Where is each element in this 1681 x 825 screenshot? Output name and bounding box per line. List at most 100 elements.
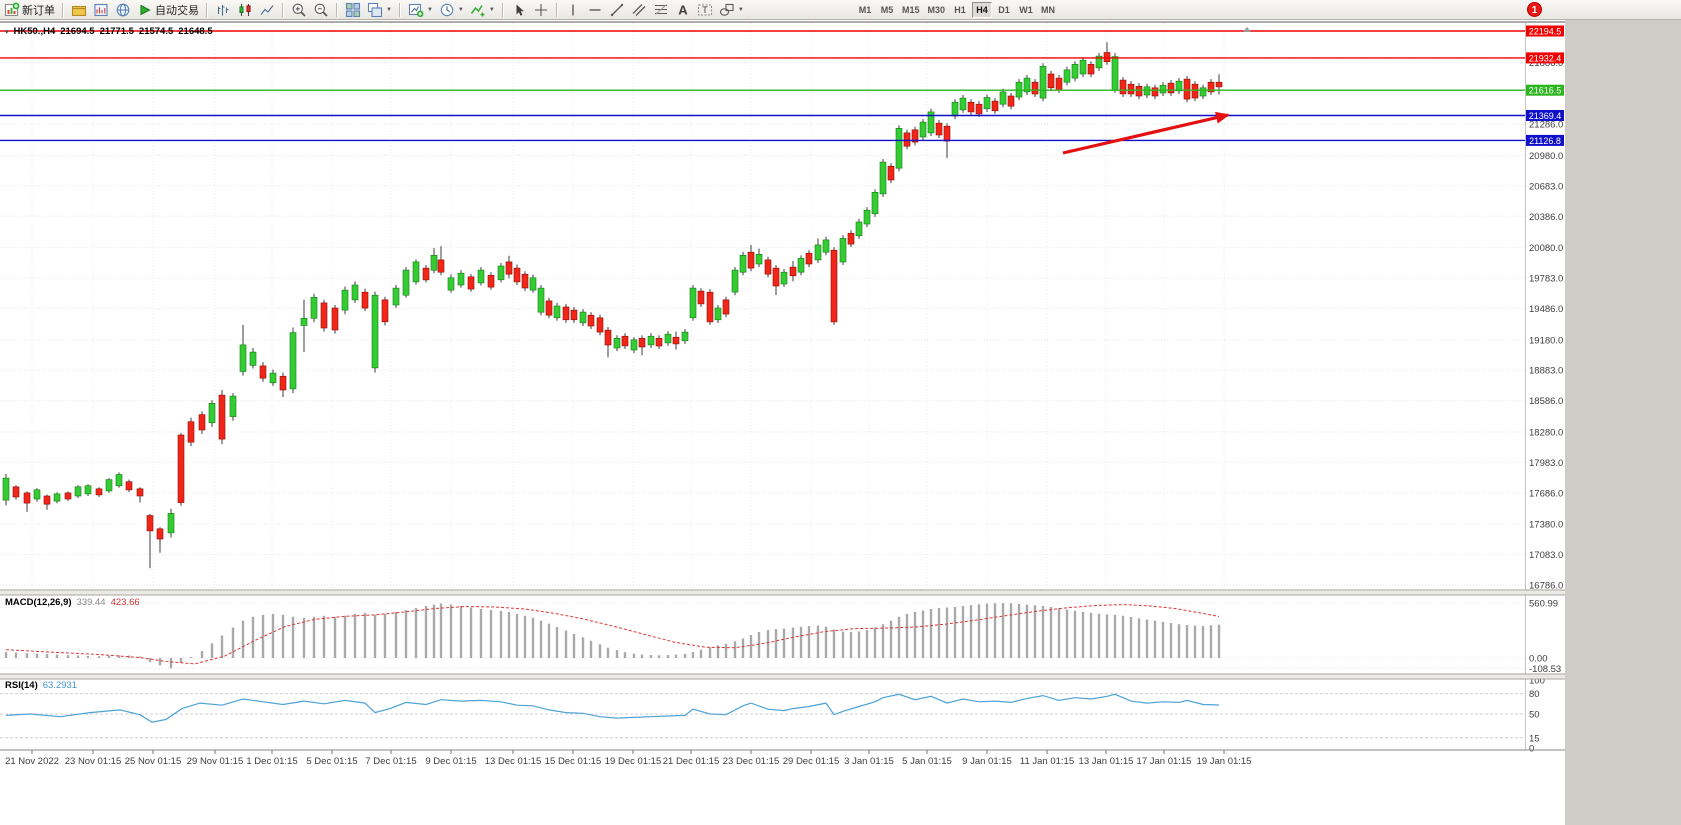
toolbar-separator [336, 2, 338, 17]
arrange-windows-button[interactable]: ▼ [365, 1, 394, 19]
svg-text:17983.0: 17983.0 [1529, 458, 1563, 469]
fibonacci-button[interactable] [651, 1, 671, 19]
cursor-icon [516, 4, 524, 16]
price-axis[interactable] [1525, 20, 1565, 750]
dropdown-arrow-icon[interactable]: ▼ [737, 6, 744, 13]
zoom-out-button[interactable] [311, 1, 331, 19]
svg-text:11 Jan 01:15: 11 Jan 01:15 [1020, 756, 1074, 767]
indicators-icon [470, 4, 485, 16]
timeframe-mn[interactable]: MN [1038, 2, 1058, 18]
timeframe-m1[interactable]: M1 [855, 2, 875, 18]
svg-text:23 Dec 01:15: 23 Dec 01:15 [723, 756, 780, 767]
macd-value: 339.44 [76, 597, 106, 608]
svg-text:21 Dec 01:15: 21 Dec 01:15 [663, 756, 720, 767]
svg-text:9 Jan 01:15: 9 Jan 01:15 [962, 756, 1012, 767]
svg-text:29 Nov 01:15: 29 Nov 01:15 [187, 756, 244, 767]
svg-text:19 Dec 01:15: 19 Dec 01:15 [605, 756, 662, 767]
svg-text:18280.0: 18280.0 [1529, 428, 1563, 439]
crosshair-icon [534, 3, 547, 16]
svg-text:17083.0: 17083.0 [1529, 550, 1563, 561]
notification-badge[interactable]: 1 [1527, 2, 1542, 17]
svg-text:25 Nov 01:15: 25 Nov 01:15 [125, 756, 182, 767]
svg-text:-108.53: -108.53 [1529, 664, 1561, 675]
dropdown-arrow-icon[interactable]: ▼ [457, 6, 464, 13]
timeframe-m15[interactable]: M15 [899, 2, 923, 18]
timeframe-d1[interactable]: D1 [994, 2, 1014, 18]
svg-text:23 Nov 01:15: 23 Nov 01:15 [65, 756, 122, 767]
trendline-button[interactable] [607, 1, 627, 19]
dropdown-arrow-icon[interactable]: ▼ [488, 6, 495, 13]
tile-windows-icon [345, 2, 361, 17]
new-order-button[interactable]: 新订单 [2, 1, 57, 19]
crosshair-button[interactable] [531, 1, 551, 19]
new-chart-button[interactable]: ▼ [406, 1, 435, 19]
candlestick-chart-button[interactable] [235, 1, 255, 19]
timeframe-h1[interactable]: H1 [950, 2, 970, 18]
channel-button[interactable] [629, 1, 649, 19]
horizontal-line-button[interactable] [585, 1, 605, 19]
dropdown-arrow-icon[interactable]: ▼ [386, 6, 392, 13]
indicators-button[interactable]: ▼ [468, 1, 497, 19]
ohlc-open: 21694.5 [60, 26, 95, 37]
tile-windows-button[interactable] [343, 1, 363, 19]
svg-text:29 Dec 01:15: 29 Dec 01:15 [783, 756, 840, 767]
svg-text:3 Jan 01:15: 3 Jan 01:15 [844, 756, 894, 767]
panel-divider[interactable] [0, 674, 1565, 679]
svg-text:17380.0: 17380.0 [1529, 520, 1563, 531]
text-button[interactable]: A [673, 1, 693, 19]
timeframe-m30[interactable]: M30 [925, 2, 949, 18]
panel-divider[interactable] [0, 590, 1565, 595]
symbol-info: ▾ HK50.,H4 21694.5 21771.5 21574.5 21648… [5, 26, 213, 37]
svg-text:1 Dec 01:15: 1 Dec 01:15 [246, 756, 297, 767]
zoom-out-icon [314, 3, 328, 17]
macd-header: MACD(12,26,9) 339.44 423.66 [5, 597, 140, 608]
vertical-line-icon [572, 4, 574, 15]
symbol-period: HK50.,H4 [13, 26, 56, 37]
autotrading-button[interactable]: 自动交易 [135, 1, 201, 19]
svg-text:15: 15 [1529, 733, 1540, 744]
svg-text:20386.0: 20386.0 [1529, 212, 1563, 223]
bar-chart-button[interactable] [213, 1, 233, 19]
svg-text:100: 100 [1529, 676, 1545, 687]
profiles-button[interactable] [69, 1, 89, 19]
market-watch-button[interactable] [91, 1, 111, 19]
navigator-button[interactable] [113, 1, 133, 19]
svg-text:15 Dec 01:15: 15 Dec 01:15 [545, 756, 602, 767]
svg-text:9 Dec 01:15: 9 Dec 01:15 [425, 756, 476, 767]
arrange-windows-icon [367, 2, 383, 17]
periods-button[interactable]: ▼ [437, 1, 466, 19]
svg-text:21886.0: 21886.0 [1529, 58, 1563, 69]
dropdown-arrow-icon[interactable]: ▼ [426, 6, 433, 13]
autotrading-label: 自动交易 [155, 4, 199, 17]
periods-icon [440, 3, 454, 16]
macd-title: MACD(12,26,9) [5, 597, 72, 608]
rsi-title: RSI(14) [5, 680, 38, 691]
timeframe-w1[interactable]: W1 [1016, 2, 1036, 18]
cursor-button[interactable] [509, 1, 529, 19]
horizontal-line-icon [589, 8, 601, 11]
timeframe-h4[interactable]: H4 [972, 2, 993, 18]
ohlc-close: 21648.5 [178, 26, 213, 37]
svg-text:80: 80 [1529, 689, 1540, 700]
zoom-in-button[interactable] [289, 1, 309, 19]
chart-canvas[interactable]: 21886.0 21286.0 20980.0 20683.0 20386.0 20080… [0, 20, 1565, 825]
rsi-value: 63.2931 [42, 680, 78, 691]
market-watch-icon [94, 3, 108, 16]
time-axis[interactable] [0, 750, 1565, 790]
svg-text:20980.0: 20980.0 [1529, 151, 1563, 162]
toolbar-separator [62, 2, 64, 17]
shapes-button[interactable]: ▼ [717, 1, 746, 19]
svg-text:T: T [702, 5, 708, 15]
svg-text:18883.0: 18883.0 [1529, 366, 1563, 377]
macd-signal-value: 423.66 [110, 597, 140, 608]
svg-text:21126.8: 21126.8 [1529, 136, 1561, 146]
text-label-button[interactable]: T [695, 1, 715, 19]
vertical-line-button[interactable] [563, 1, 583, 19]
svg-text:5 Dec 01:15: 5 Dec 01:15 [306, 756, 357, 767]
svg-text:21369.4: 21369.4 [1529, 111, 1562, 121]
timeframe-m5[interactable]: M5 [877, 2, 897, 18]
new-order-icon [4, 2, 20, 16]
collapse-chart-icon[interactable]: ▾ [5, 29, 9, 36]
line-chart-button[interactable] [257, 1, 277, 19]
